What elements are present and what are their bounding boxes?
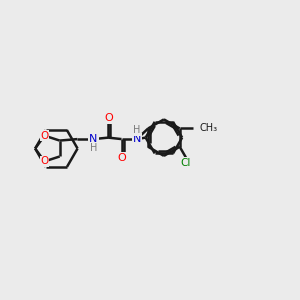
Text: CH₃: CH₃ — [200, 124, 217, 134]
Text: N: N — [133, 134, 141, 144]
Text: N: N — [89, 134, 98, 144]
Text: H: H — [90, 143, 97, 153]
Text: O: O — [104, 113, 112, 124]
Text: H: H — [133, 125, 140, 135]
Text: O: O — [40, 130, 49, 141]
Text: Cl: Cl — [181, 158, 191, 168]
Text: O: O — [117, 153, 126, 163]
Text: O: O — [40, 156, 49, 167]
